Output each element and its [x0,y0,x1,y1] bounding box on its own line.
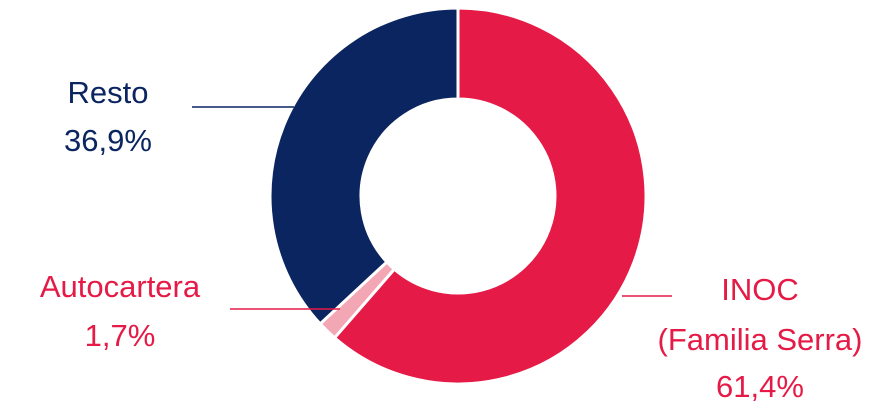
label-inoc-name: INOC [721,272,799,307]
slices-group [268,6,648,386]
labels-group: Resto 36,9% Autocartera 1,7% INOC (Famil… [40,75,863,404]
leader-lines-group [192,106,672,310]
label-resto-name: Resto [68,75,149,110]
label-autocartera-value: 1,7% [85,318,156,353]
label-autocartera-name: Autocartera [40,269,201,304]
slice-resto [268,6,460,326]
label-inoc-value: 61,4% [716,369,804,404]
slice-inoc [332,6,648,386]
label-inoc-subname: (Familia Serra) [658,322,863,357]
label-resto-value: 36,9% [64,123,152,158]
